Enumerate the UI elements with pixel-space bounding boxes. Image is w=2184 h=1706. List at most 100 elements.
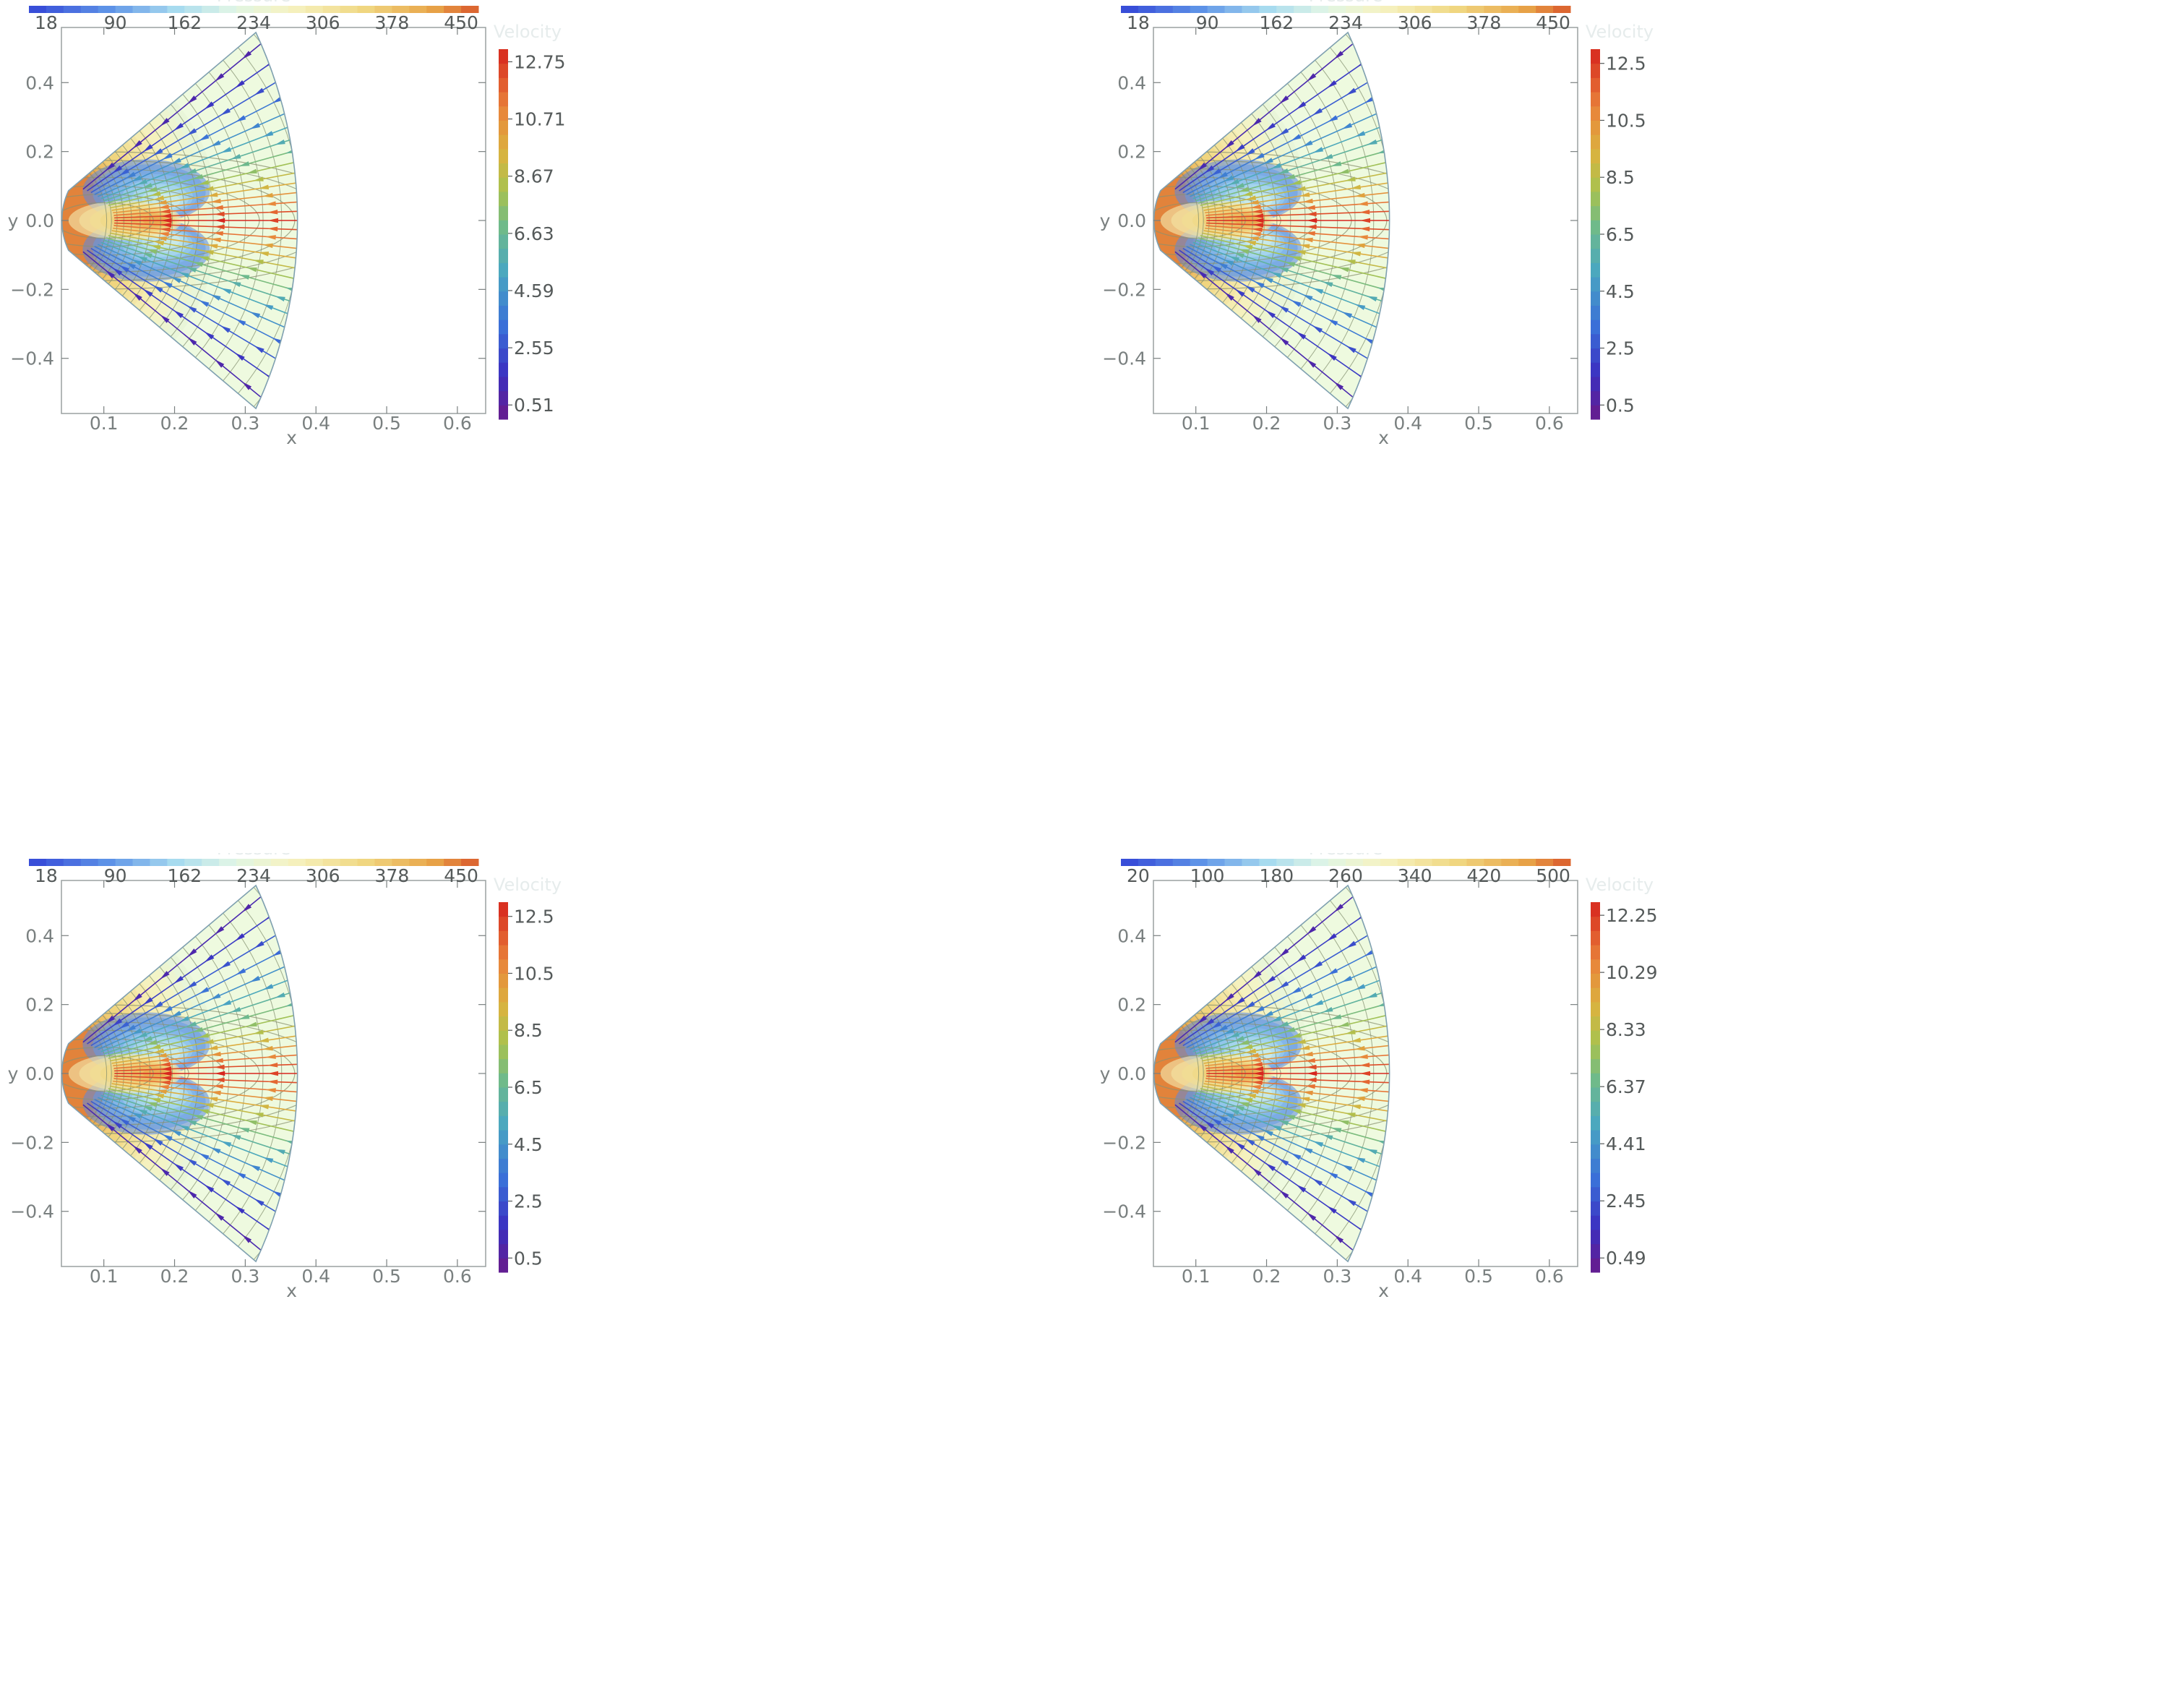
velocity-arrow [192, 262, 204, 267]
velocity-arrow [1296, 331, 1307, 340]
pressure-legend-swatch [426, 6, 444, 13]
velocity-arrow [238, 1127, 250, 1133]
pressure-legend-swatch [1553, 6, 1571, 13]
velocity-arrow [1223, 175, 1234, 182]
velocity-arrow [1350, 1105, 1362, 1110]
velocity-arrow [112, 165, 123, 173]
y-axis-label: y [8, 210, 19, 231]
pressure-legend-tick: 18 [35, 865, 58, 886]
velocity-arrow [1234, 1105, 1244, 1112]
velocity-arrow [153, 1094, 165, 1099]
velocity-legend-tick: 8.67 [514, 166, 554, 187]
velocity-arrow [1299, 192, 1310, 197]
velocity-legend-swatch [1591, 220, 1600, 235]
velocity-arrow [220, 325, 231, 333]
velocity-arrow [160, 1167, 170, 1176]
velocity-legend-swatch [499, 262, 508, 278]
velocity-legend-tick: 2.5 [1606, 338, 1635, 359]
pressure-legend-tick: 450 [1536, 12, 1570, 33]
velocity-legend-swatch [499, 1186, 508, 1202]
velocity-arrow [1254, 1006, 1265, 1013]
velocity-arrow [1263, 1011, 1273, 1018]
velocity-arrow [105, 1015, 115, 1024]
velocity-arrow [131, 259, 142, 266]
velocity-arrow [1238, 249, 1250, 254]
velocity-arrow [1252, 208, 1263, 214]
velocity-legend-swatch [499, 220, 508, 235]
velocity-arrow [1327, 319, 1338, 326]
pressure-legend-swatch [1207, 859, 1226, 866]
velocity-arrow [1302, 237, 1313, 243]
velocity-arrow [267, 1063, 278, 1068]
velocity-arrow [246, 168, 257, 173]
velocity-legend-title: Velocity [494, 875, 562, 895]
velocity-arrow [230, 1006, 241, 1013]
velocity-legend-swatch [1591, 1058, 1600, 1073]
pressure-legend-swatch [46, 859, 64, 866]
streamline [1195, 951, 1390, 1055]
velocity-legend-swatch [1591, 1229, 1600, 1245]
pressure-legend-swatch [1449, 6, 1467, 13]
streamline [1203, 1009, 1390, 1064]
y-tick-label: −0.2 [10, 1132, 54, 1153]
velocity-arrow [160, 1061, 171, 1067]
velocity-arrow [173, 310, 184, 319]
velocity-legend-swatch [499, 1058, 508, 1073]
pressure-legend-swatch [1518, 859, 1536, 866]
velocity-arrow [160, 227, 171, 233]
velocity-legend-swatch [499, 1044, 508, 1060]
pressure-contour [1153, 142, 1204, 299]
velocity-legend-tick: 0.5 [1606, 395, 1635, 416]
velocity-legend-swatch [499, 177, 508, 192]
velocity-arrow [146, 1040, 158, 1045]
velocity-legend-swatch [499, 1243, 508, 1259]
streamline [1206, 204, 1390, 219]
pressure-legend-swatch [236, 859, 254, 866]
velocity-arrow [1357, 1054, 1368, 1059]
velocity-arrow [230, 1134, 241, 1141]
velocity-arrow [1229, 1109, 1239, 1115]
velocity-arrow [1296, 954, 1307, 963]
velocity-arrow [207, 1045, 218, 1050]
velocity-arrow [150, 245, 161, 250]
velocity-arrow [267, 218, 278, 223]
pressure-legend-swatch [1155, 6, 1174, 13]
velocity-arrow [1359, 1063, 1370, 1068]
velocity-legend-swatch [1591, 320, 1600, 335]
velocity-arrow [1252, 314, 1262, 323]
panel-bottom-left: 0.1 0.2 0.3 0.4 0.5 0.6 0.4 0.2 0.0 −0.2 −0.4 x y Pre… [0, 853, 1092, 1706]
streamline [113, 1080, 298, 1122]
velocity-arrow [204, 101, 215, 110]
velocity-arrow [1204, 1120, 1215, 1129]
velocity-arrow [1338, 267, 1349, 273]
velocity-arrow [1217, 262, 1228, 270]
velocity-arrow [142, 288, 153, 297]
velocity-arrow [1346, 1199, 1357, 1206]
x-axis-label: x [1378, 427, 1389, 448]
streamline [1203, 230, 1390, 285]
streamline [113, 1041, 298, 1069]
streamline [108, 980, 298, 1059]
x-axis-label: x [1378, 1280, 1389, 1301]
velocity-legend-tick: 10.5 [1606, 110, 1646, 131]
velocity-arrow [1327, 968, 1338, 975]
velocity-arrow [1204, 165, 1215, 173]
velocity-arrow [1346, 346, 1357, 353]
pressure-legend-swatch [1224, 6, 1242, 13]
pressure-legend-swatch [1380, 859, 1398, 866]
velocity-arrow [210, 1090, 221, 1096]
pressure-legend-swatch [132, 859, 150, 866]
pressure-legend-swatch [236, 6, 254, 13]
pressure-legend-swatch [115, 859, 134, 866]
velocity-arrow [152, 148, 163, 156]
pressure-legend-swatch [270, 859, 289, 866]
velocity-arrow [1263, 276, 1273, 283]
streamline [103, 98, 298, 202]
velocity-arrow [1307, 926, 1317, 935]
velocity-legend-swatch [1591, 1144, 1600, 1159]
velocity-arrow [1354, 1157, 1366, 1163]
x-tick-label: 0.4 [1393, 1266, 1422, 1287]
velocity-legend-swatch [499, 1215, 508, 1230]
velocity-arrow [132, 140, 142, 149]
velocity-arrow [1265, 122, 1276, 131]
